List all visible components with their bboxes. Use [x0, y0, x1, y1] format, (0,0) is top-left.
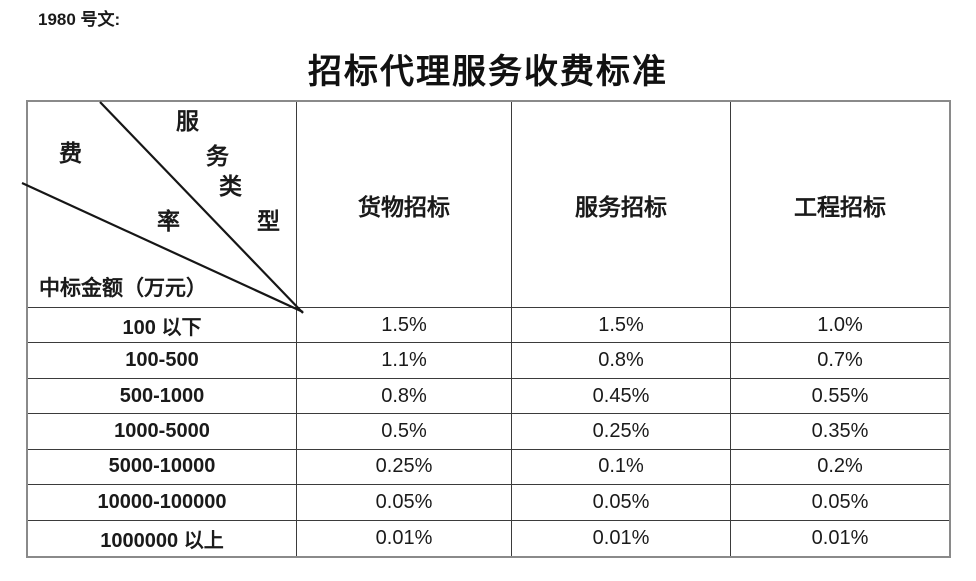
table-cell: 0.01%: [512, 520, 731, 556]
corner-service-char-3: 类: [219, 174, 242, 199]
row-label: 100-500: [28, 343, 297, 379]
row-axis-label: 中标金额（万元）: [39, 276, 207, 300]
table-cell: 0.35%: [731, 414, 949, 450]
fee-standard-table: 费 率 服 务 类 型 中标金额（万元） 货物招标 服务招标 工程招标 100 …: [21, 100, 951, 558]
row-label: 500-1000: [28, 378, 297, 415]
corner-service-char-1: 服: [176, 109, 199, 134]
table-cell: 0.8%: [512, 343, 731, 379]
row-label: 10000-100000: [28, 485, 297, 521]
corner-fee-char-1: 费: [59, 141, 82, 166]
table-corner-cell: 费 率 服 务 类 型 中标金额（万元）: [21, 101, 304, 314]
table-cell: 1.5%: [512, 308, 731, 344]
corner-fee-char-2: 率: [157, 209, 180, 234]
table-cell: 0.25%: [297, 449, 512, 486]
table-cell: 1.0%: [731, 308, 949, 344]
table-cell: 0.8%: [297, 378, 512, 415]
corner-service-char-2: 务: [206, 144, 229, 169]
corner-service-char-4: 型: [257, 209, 280, 234]
table-cell: 0.2%: [731, 450, 949, 486]
table-cell: 1.1%: [297, 343, 512, 379]
row-label: 100 以下: [28, 308, 297, 344]
table-cell: 0.1%: [512, 449, 731, 486]
page-title: 招标代理服务收费标准: [308, 54, 668, 91]
table-cell: 0.5%: [297, 414, 512, 450]
row-label: 1000000 以上: [28, 520, 297, 556]
table-cell: 0.7%: [731, 343, 949, 379]
table-cell: 0.55%: [731, 379, 949, 415]
row-label: 1000-5000: [28, 414, 297, 450]
table-cell: 0.05%: [731, 485, 949, 521]
table-cell: 0.45%: [512, 378, 731, 415]
column-header-engineering: 工程招标: [731, 102, 949, 308]
table-cell: 0.05%: [512, 485, 731, 521]
doc-number-label: 1980 号文:: [38, 10, 121, 29]
table-cell: 0.01%: [297, 520, 512, 556]
table-cell: 0.25%: [512, 414, 731, 450]
diagonal-divider-lines: [21, 101, 304, 314]
table-cell: 1.5%: [297, 308, 512, 344]
column-header-service: 服务招标: [512, 102, 731, 308]
table-cell: 0.05%: [297, 485, 512, 521]
table-cell: 0.01%: [811, 526, 869, 549]
column-header-goods: 货物招标: [297, 102, 512, 308]
row-label: 5000-10000: [28, 449, 297, 486]
